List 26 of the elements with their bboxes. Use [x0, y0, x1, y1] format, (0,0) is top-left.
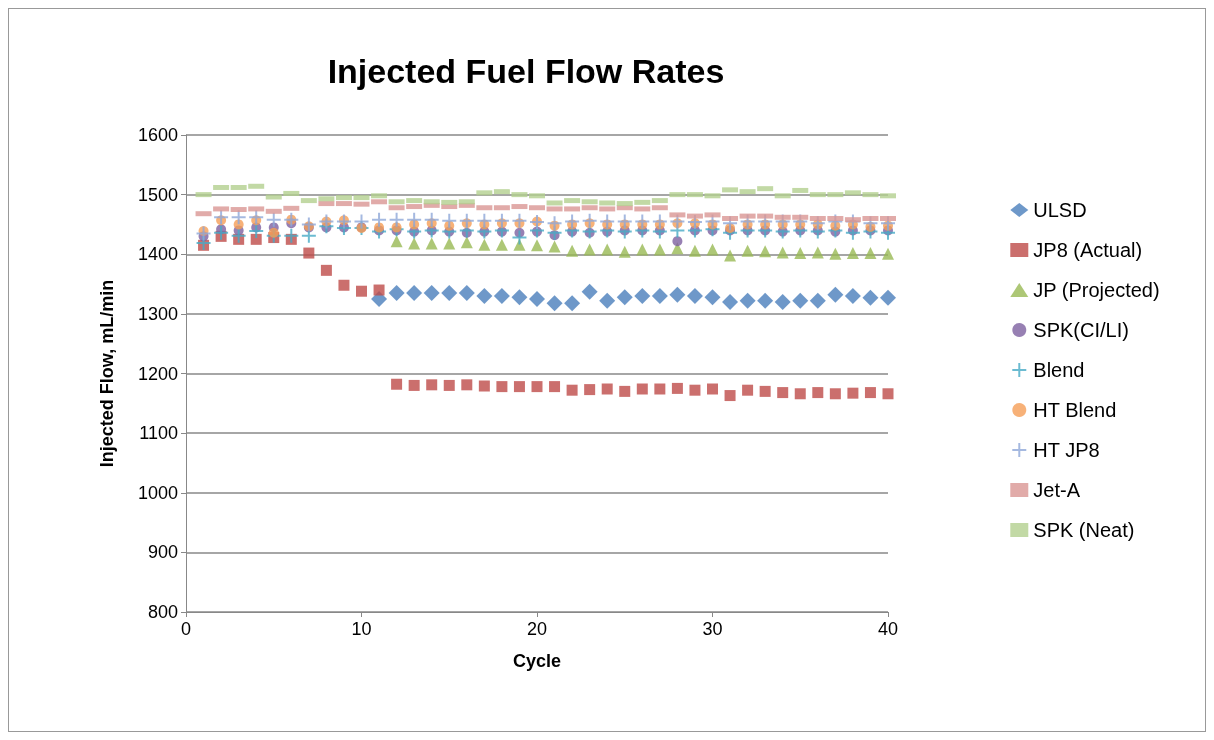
x-tick-label: 0 — [180, 619, 192, 639]
x-tick-label: 10 — [351, 619, 372, 639]
y-tick-label: 1100 — [139, 423, 178, 444]
legend-label: HT Blend — [1033, 399, 1117, 421]
x-tick-label: 30 — [702, 619, 723, 639]
y-tick-label: 900 — [147, 542, 178, 563]
legend-label: JP (Projected) — [1033, 279, 1160, 301]
legend-label: ULSD — [1033, 199, 1087, 221]
y-tick-label: 1400 — [137, 244, 178, 265]
legend-label: JP8 (Actual) — [1033, 239, 1143, 261]
legend-label: Jet-A — [1033, 479, 1081, 501]
legend-label: Blend — [1033, 359, 1085, 381]
legend-label: HT JP8 — [1033, 439, 1100, 461]
x-tick-label: 40 — [877, 619, 899, 639]
legend-label: SPK (Neat) — [1033, 519, 1135, 541]
legend-label: SPK(CI/LI) — [1033, 319, 1129, 341]
y-axis-title: Injected Flow, mL/min — [97, 279, 117, 468]
y-tick-label: 1600 — [137, 125, 178, 145]
y-tick-label: 1200 — [137, 363, 178, 384]
y-tick-label: 1500 — [137, 184, 178, 205]
chart-title: Injected Fuel Flow Rates — [327, 52, 725, 90]
y-tick-label: 1300 — [137, 303, 178, 324]
x-tick-label: 20 — [526, 619, 548, 639]
y-tick-label: 1000 — [137, 482, 178, 503]
x-axis-title: Cycle — [512, 651, 562, 671]
y-tick-label: 800 — [147, 602, 178, 622]
